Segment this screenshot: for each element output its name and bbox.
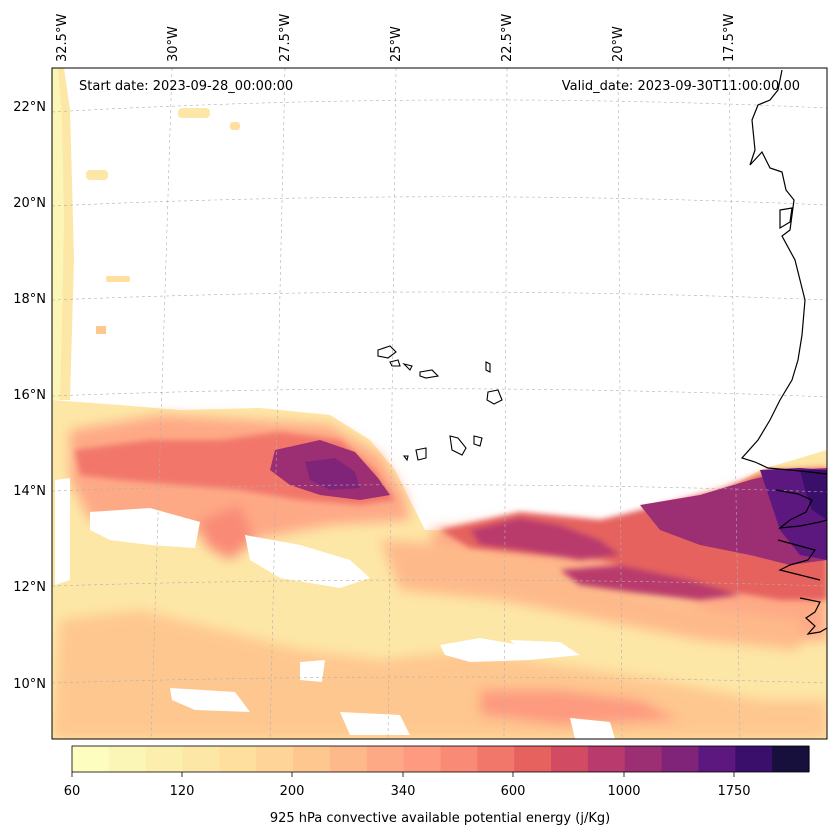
lat-label: 12°N bbox=[13, 580, 46, 595]
colorbar-swatch bbox=[403, 746, 442, 772]
colorbar-swatch bbox=[661, 746, 700, 772]
colorbar-tick-label: 200 bbox=[280, 784, 305, 799]
longitude-labels: 32.5°W 30°W 27.5°W 25°W 22.5°W 20°W 17.5… bbox=[55, 14, 737, 62]
colorbar-swatch bbox=[772, 746, 810, 772]
latitude-labels: 22°N 20°N 18°N 16°N 14°N 12°N 10°N bbox=[13, 100, 46, 692]
map-panel bbox=[52, 68, 827, 739]
lon-label: 17.5°W bbox=[722, 14, 737, 62]
colorbar-swatch bbox=[514, 746, 552, 772]
lon-label: 30°W bbox=[166, 26, 181, 62]
colorbar-swatch bbox=[587, 746, 626, 772]
colorbar-swatch bbox=[477, 746, 515, 772]
colorbar-swatch bbox=[256, 746, 294, 772]
lat-label: 14°N bbox=[13, 484, 46, 499]
colorbar-tick-label: 60 bbox=[64, 784, 81, 799]
colorbar-swatch bbox=[72, 746, 110, 772]
colorbar-swatch bbox=[440, 746, 478, 772]
colorbar-swatch bbox=[182, 746, 220, 772]
lat-label: 22°N bbox=[13, 100, 46, 115]
colorbar-swatch bbox=[698, 746, 736, 772]
colorbar-swatches bbox=[72, 746, 810, 772]
colorbar-swatch bbox=[293, 746, 331, 772]
lon-label: 25°W bbox=[389, 26, 404, 62]
start-date-label: Start date: 2023-09-28_00:00:00 bbox=[79, 79, 293, 94]
lon-label: 32.5°W bbox=[55, 14, 70, 62]
colorbar-tick-label: 1750 bbox=[717, 784, 750, 799]
colorbar: 60 120 200 340 600 1000 1750 925 hPa con… bbox=[64, 745, 810, 826]
colorbar-ticks bbox=[71, 772, 735, 777]
colorbar-swatch bbox=[366, 746, 405, 772]
cape-verde-islands bbox=[377, 345, 503, 462]
colorbar-title: 925 hPa convective available potential e… bbox=[270, 811, 610, 826]
colorbar-swatch bbox=[219, 746, 257, 772]
gridlines bbox=[52, 68, 827, 739]
colorbar-swatch bbox=[329, 746, 368, 772]
colorbar-tick-label: 120 bbox=[170, 784, 195, 799]
colorbar-frame bbox=[71, 745, 810, 773]
lat-label: 10°N bbox=[13, 677, 46, 692]
colorbar-tick-label: 1000 bbox=[607, 784, 640, 799]
lat-label: 18°N bbox=[13, 292, 46, 307]
colorbar-tick-label: 340 bbox=[391, 784, 416, 799]
colorbar-swatch bbox=[145, 746, 184, 772]
colorbar-swatch bbox=[108, 746, 147, 772]
map-frame bbox=[51, 67, 828, 740]
cape-field bbox=[52, 68, 827, 739]
colorbar-tick-label: 600 bbox=[501, 784, 526, 799]
coastline bbox=[740, 69, 827, 635]
lon-label: 20°W bbox=[611, 26, 626, 62]
lat-label: 16°N bbox=[13, 388, 46, 403]
lon-label: 22.5°W bbox=[500, 14, 515, 62]
colorbar-swatch bbox=[551, 746, 589, 772]
colorbar-swatch bbox=[624, 746, 663, 772]
valid-date-label: Valid_date: 2023-09-30T11:00:00.00 bbox=[562, 79, 800, 94]
lat-label: 20°N bbox=[13, 196, 46, 211]
colorbar-swatch bbox=[735, 746, 773, 772]
lon-label: 27.5°W bbox=[278, 14, 293, 62]
